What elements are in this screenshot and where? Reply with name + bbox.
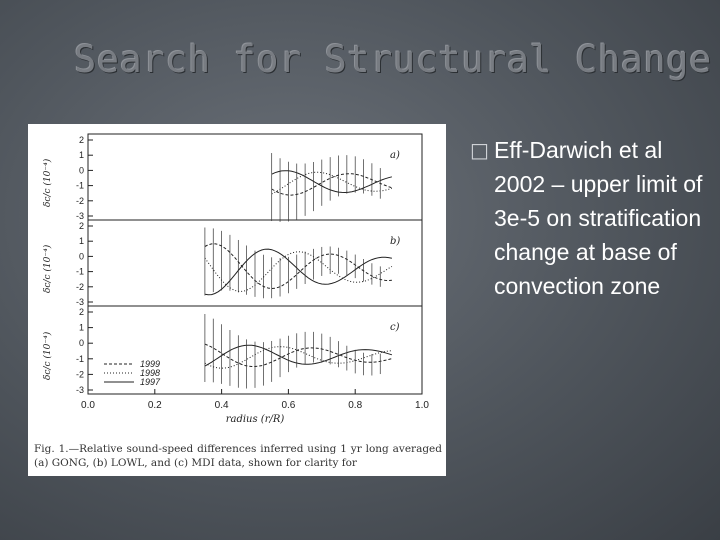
y-tick-label: -1 [76, 267, 84, 277]
y-tick-label: -2 [76, 282, 84, 292]
y-axis-label: δc/c (10⁻⁴) [42, 331, 53, 380]
y-tick-label: -2 [76, 369, 84, 379]
scanned-figure: 2 1 0 -1 -2 -3 δc/c (10⁻⁴) a) 2 1 0 -1 -2 -3 δc/c (10⁻… [28, 124, 446, 476]
x-tick-label: 0.2 [148, 400, 162, 411]
y-tick-label: 0 [79, 338, 84, 348]
data-curve [204, 343, 393, 367]
data-curve [204, 344, 393, 367]
y-tick-label: -3 [76, 385, 84, 395]
bullet-text: Eff-Darwich et al 2002 – upper limit of … [494, 137, 703, 299]
panel-label: c) [390, 322, 400, 333]
figure-caption: Fig. 1.—Relative sound-speed differences… [34, 443, 442, 469]
data-curve [204, 243, 392, 290]
data-curve [204, 346, 392, 369]
data-curve [271, 170, 393, 194]
y-tick-label: 1 [79, 150, 84, 160]
x-tick-label: 0.4 [215, 400, 229, 411]
y-axis-label: δc/c (10⁻⁴) [42, 158, 53, 207]
y-tick-label: -3 [76, 211, 84, 221]
bullet-icon: □ [470, 138, 489, 162]
y-tick-label: -1 [76, 354, 84, 364]
panel-label: b) [390, 236, 400, 247]
y-tick-label: 2 [79, 221, 84, 231]
x-axis-label: radius (r/R) [226, 414, 285, 425]
y-axis-label: δc/c (10⁻⁴) [42, 244, 53, 293]
y-tick-label: 0 [79, 165, 84, 175]
x-tick-label: 0.0 [81, 400, 95, 411]
legend-label: 1999 [140, 359, 160, 369]
y-tick-label: -3 [76, 297, 84, 307]
x-tick-label: 1.0 [415, 400, 429, 411]
x-tick-label: 0.6 [281, 400, 295, 411]
figure-plot: 2 1 0 -1 -2 -3 δc/c (10⁻⁴) a) 2 1 0 -1 -2 -3 δc/c (10⁻… [42, 133, 429, 425]
data-curve [204, 251, 393, 292]
slide-title: Search for Structural Change [74, 38, 712, 81]
y-tick-label: -1 [76, 181, 84, 191]
y-tick-label: 1 [79, 323, 84, 333]
y-tick-label: 1 [79, 236, 84, 246]
panel-label: a) [390, 150, 400, 161]
data-curve [271, 173, 393, 196]
data-curve [271, 171, 393, 195]
x-tick-label: 0.8 [348, 400, 362, 411]
y-tick-label: 2 [79, 135, 84, 145]
y-tick-label: 0 [79, 251, 84, 261]
y-tick-label: -2 [76, 196, 84, 206]
y-tick-label: 2 [79, 307, 84, 317]
data-curve [204, 248, 393, 296]
legend-label: 1998 [140, 368, 160, 378]
legend-label: 1997 [140, 377, 161, 387]
plot-frame [87, 133, 423, 395]
